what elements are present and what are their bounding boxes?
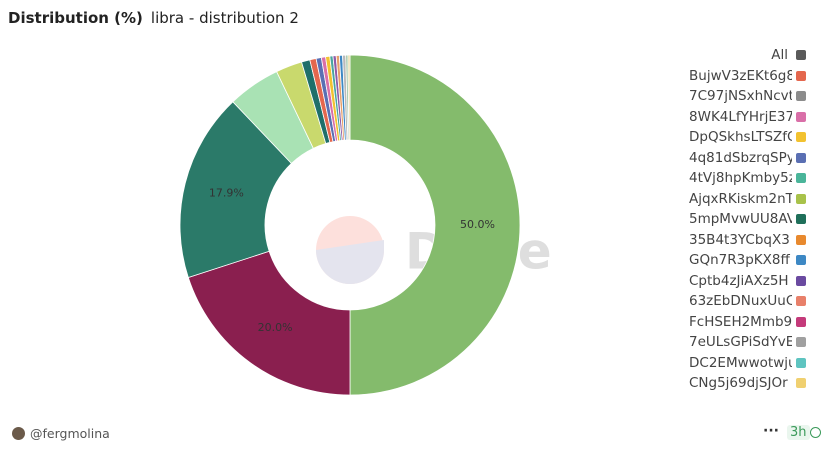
data-label: 20.0% bbox=[258, 321, 293, 334]
legend-item[interactable]: 8WK4LfYHrjE37 bbox=[686, 107, 812, 128]
legend-swatch bbox=[796, 132, 806, 143]
legend-swatch bbox=[796, 214, 806, 225]
legend-label: CNg5j69djSJOr bbox=[689, 375, 788, 392]
header: Distribution (%) libra - distribution 2 bbox=[8, 9, 299, 27]
legend-swatch bbox=[796, 275, 806, 286]
legend-label: 7C97jNSxhNcvt bbox=[689, 88, 792, 105]
footer: @fergmolina bbox=[12, 426, 110, 441]
legend-swatch bbox=[796, 316, 806, 327]
legend-item[interactable]: GQn7R3pKX8ff bbox=[686, 250, 812, 271]
data-label: 50.0% bbox=[460, 218, 495, 231]
legend-label: 4tVj8hpKmby5z bbox=[689, 170, 792, 187]
legend: All BujwV3zEKt6g8 7C97jNSxhNcvt 8WK4LfYHrjE… bbox=[686, 45, 812, 420]
age: 3h bbox=[787, 425, 810, 440]
legend-label: 5mpMvwUU8AV bbox=[689, 211, 792, 228]
legend-swatch bbox=[796, 91, 806, 102]
legend-item[interactable]: 35B4t3YCbqX3 bbox=[686, 230, 812, 251]
legend-swatch bbox=[796, 357, 806, 368]
legend-swatch bbox=[796, 337, 806, 348]
legend-label: DC2EMwwotwju bbox=[689, 354, 792, 371]
subtitle: libra - distribution 2 bbox=[150, 9, 299, 27]
user[interactable]: @fergmolina bbox=[30, 426, 110, 441]
legend-swatch bbox=[796, 193, 806, 204]
legend-swatch bbox=[796, 152, 806, 163]
slice bbox=[347, 54, 351, 141]
legend-swatch bbox=[796, 50, 806, 61]
legend-label: 8WK4LfYHrjE37 bbox=[689, 108, 792, 125]
legend-swatch bbox=[796, 70, 806, 81]
legend-label: BujwV3zEKt6g8 bbox=[689, 67, 792, 84]
legend-label: AjqxRKiskm2nT bbox=[689, 190, 792, 207]
legend-item[interactable]: 4tVj8hpKmby5z bbox=[686, 168, 812, 189]
legend-item[interactable]: 5mpMvwUU8AV bbox=[686, 209, 812, 230]
menu-dots[interactable]: ··· bbox=[763, 423, 779, 439]
slice bbox=[349, 54, 521, 396]
legend-swatch bbox=[796, 378, 806, 389]
slice bbox=[187, 250, 351, 396]
legend-label: All bbox=[771, 47, 788, 64]
legend-item[interactable]: 63zEbDNuxUuC bbox=[686, 291, 812, 312]
legend-item[interactable]: DC2EMwwotwju bbox=[686, 353, 812, 374]
legend-item[interactable]: 4q81dSbzrqSPy bbox=[686, 148, 812, 169]
logo-shade bbox=[316, 240, 384, 284]
legend-label: 7eULsGPiSdYvE bbox=[689, 334, 792, 351]
legend-swatch bbox=[796, 111, 806, 122]
legend-item[interactable]: All bbox=[686, 45, 812, 66]
legend-item[interactable]: AjqxRKiskm2nT bbox=[686, 189, 812, 210]
legend-item[interactable]: Cptb4zJiAXz5H bbox=[686, 271, 812, 292]
legend-item[interactable]: BujwV3zEKt6g8 bbox=[686, 66, 812, 87]
legend-item[interactable]: 7C97jNSxhNcvt bbox=[686, 86, 812, 107]
legend-swatch bbox=[796, 296, 806, 307]
legend-label: 63zEbDNuxUuC bbox=[689, 293, 792, 310]
legend-swatch bbox=[796, 255, 806, 266]
check-icon bbox=[810, 427, 821, 438]
legend-label: GQn7R3pKX8ff bbox=[689, 252, 790, 269]
legend-item[interactable]: DpQSkhsLTSZfC bbox=[686, 127, 812, 148]
legend-label: 4q81dSbzrqSPy bbox=[689, 149, 792, 166]
legend-label: Cptb4zJiAXz5H bbox=[689, 272, 789, 289]
legend-swatch bbox=[796, 173, 806, 184]
legend-swatch bbox=[796, 234, 806, 245]
legend-item[interactable]: 7eULsGPiSdYvE bbox=[686, 332, 812, 353]
data-label: 17.9% bbox=[209, 187, 244, 200]
title: Distribution (%) bbox=[8, 9, 143, 27]
legend-item[interactable]: CNg5j69djSJOr bbox=[686, 373, 812, 394]
avatar bbox=[12, 427, 25, 440]
legend-label: 35B4t3YCbqX3 bbox=[689, 231, 790, 248]
legend-item[interactable]: FcHSEH2Mmb9 bbox=[686, 312, 812, 333]
legend-label: DpQSkhsLTSZfC bbox=[689, 129, 792, 146]
legend-label: FcHSEH2Mmb9 bbox=[689, 313, 792, 330]
slice bbox=[179, 101, 292, 279]
